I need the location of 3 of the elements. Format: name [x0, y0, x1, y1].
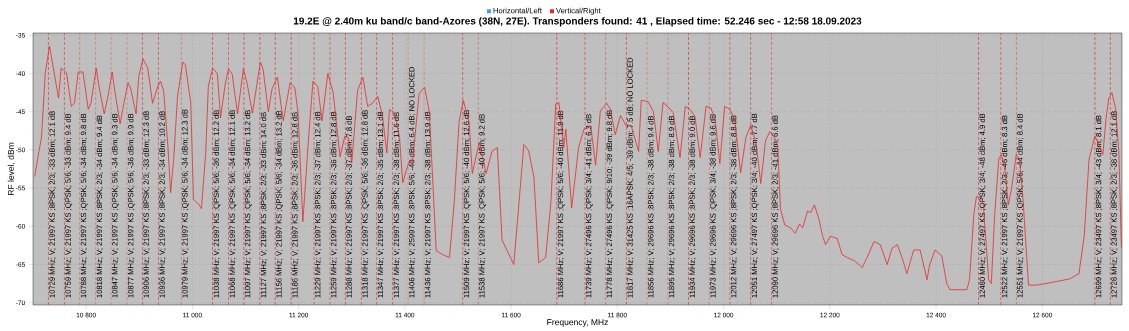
chart-title: 19.2E @ 2.40m ku band/c band-Azores (38N, 27E). Transponders found: 41 , Elapsed time: 52.246 sec - 12:58 18.09.2023 — [293, 17, 862, 27]
x-axis-title: Frequency, MHz — [547, 319, 608, 327]
y-axis-title: RF level, dBm — [7, 142, 15, 195]
